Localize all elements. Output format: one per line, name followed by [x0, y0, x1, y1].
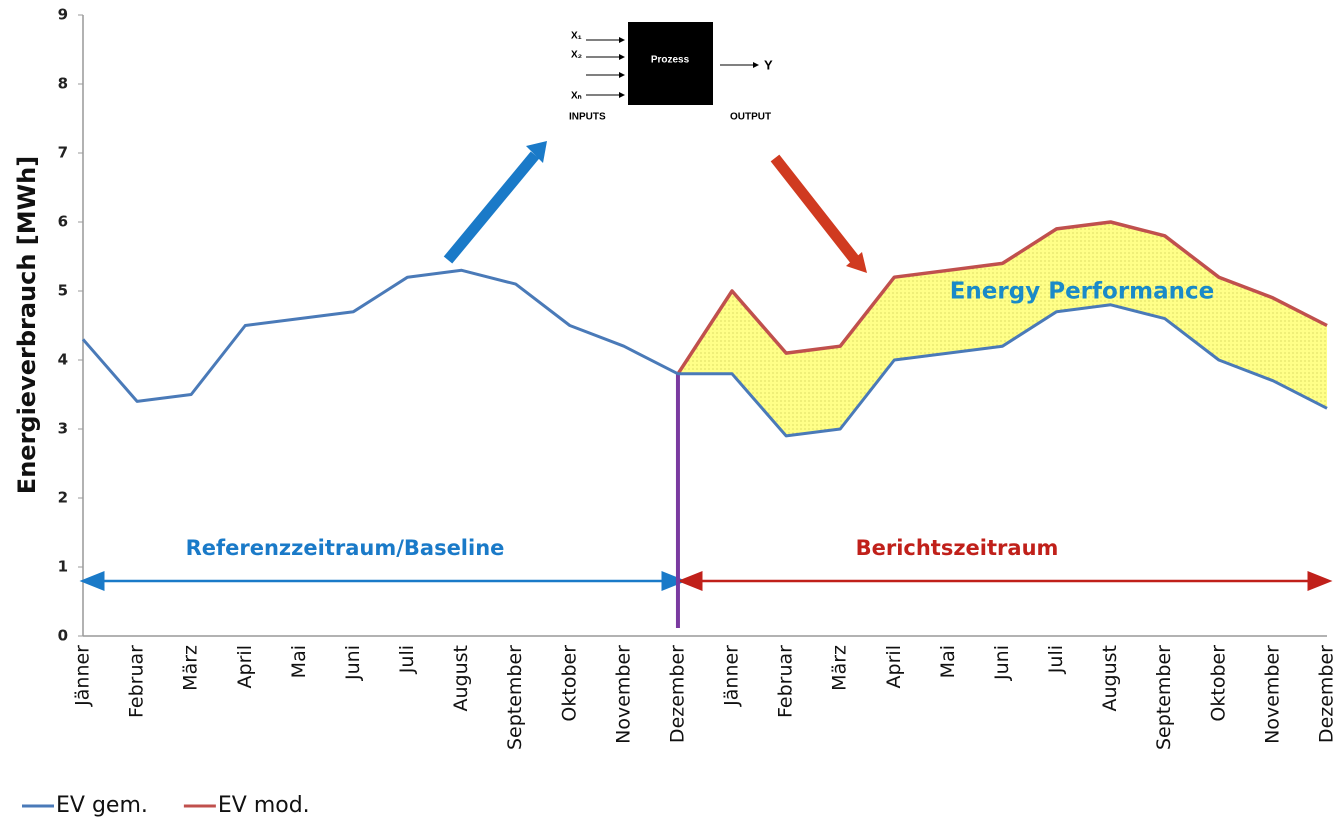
series-line: [81, 268, 1328, 438]
x-tick-label: März: [829, 645, 851, 691]
input-label: X₂: [571, 50, 582, 61]
x-tick-label: Mai: [288, 645, 310, 678]
x-tick-label: Juni: [991, 645, 1013, 681]
report-label: Berichtszeitraum: [856, 536, 1059, 560]
y-tick-label: 8: [58, 75, 68, 93]
performance-label: Energy Performance: [950, 279, 1215, 305]
x-tick-label: Juli: [1045, 645, 1067, 674]
y-tick-label: 2: [58, 489, 68, 507]
y-axis-label: Energieverbrauch [MWh]: [13, 156, 41, 494]
output-label: OUTPUT: [730, 112, 771, 123]
x-tick-label: März: [180, 645, 202, 691]
process-diagram: Prozess X₁ X₂ Xₙ Y INPUTS OUTPUT: [569, 22, 773, 123]
y-tick-label: 5: [58, 282, 68, 300]
inputs-label: INPUTS: [569, 112, 606, 123]
input-arrow-head: [526, 141, 547, 163]
process-box: [628, 22, 713, 105]
process-label: Prozess: [651, 55, 690, 66]
x-tick-label: August: [1099, 645, 1121, 712]
output-arrow: [770, 154, 860, 264]
series-line: [676, 220, 1328, 375]
x-tick-label: Februar: [126, 645, 148, 718]
input-label: Xₙ: [571, 91, 582, 102]
input-arrow: [443, 151, 540, 264]
x-tick-label: Mai: [937, 645, 959, 678]
x-tick-label: Juli: [396, 645, 418, 674]
baseline-label: Referenzzeitraum/Baseline: [186, 536, 505, 560]
input-label: X₁: [571, 31, 582, 42]
x-tick-label: April: [234, 645, 256, 688]
x-tick-label: April: [883, 645, 905, 688]
output-symbol: Y: [764, 57, 773, 72]
y-tick-label: 7: [58, 144, 68, 162]
performance-area: [677, 222, 1327, 436]
x-tick-label: November: [612, 645, 634, 744]
performance-area-group: [677, 222, 1327, 436]
y-tick-label: 9: [58, 6, 68, 24]
legend-label: EV gem.: [56, 793, 148, 818]
x-tick-label: Februar: [775, 645, 797, 718]
x-tick-label: August: [450, 645, 472, 712]
x-tick-label: Oktober: [558, 645, 580, 722]
legend-label: EV mod.: [218, 793, 310, 818]
y-tick-label: 6: [58, 213, 68, 231]
y-tick-label: 4: [58, 351, 68, 369]
x-tick-label: Dezember: [666, 645, 688, 743]
y-tick-label: 3: [58, 420, 68, 438]
x-tick-label: Jänner: [721, 645, 743, 707]
y-tick-label: 1: [58, 558, 68, 576]
x-tick-label: September: [504, 645, 526, 750]
y-tick-label: 0: [58, 627, 68, 645]
x-tick-label: November: [1261, 645, 1283, 744]
x-tick-label: Jänner: [72, 645, 94, 707]
x-tick-label: Dezember: [1316, 645, 1338, 743]
x-tick-label: Juni: [342, 645, 364, 681]
output-arrow-head: [846, 252, 867, 273]
x-tick-label: Oktober: [1207, 645, 1229, 722]
x-tick-label: September: [1153, 645, 1175, 750]
